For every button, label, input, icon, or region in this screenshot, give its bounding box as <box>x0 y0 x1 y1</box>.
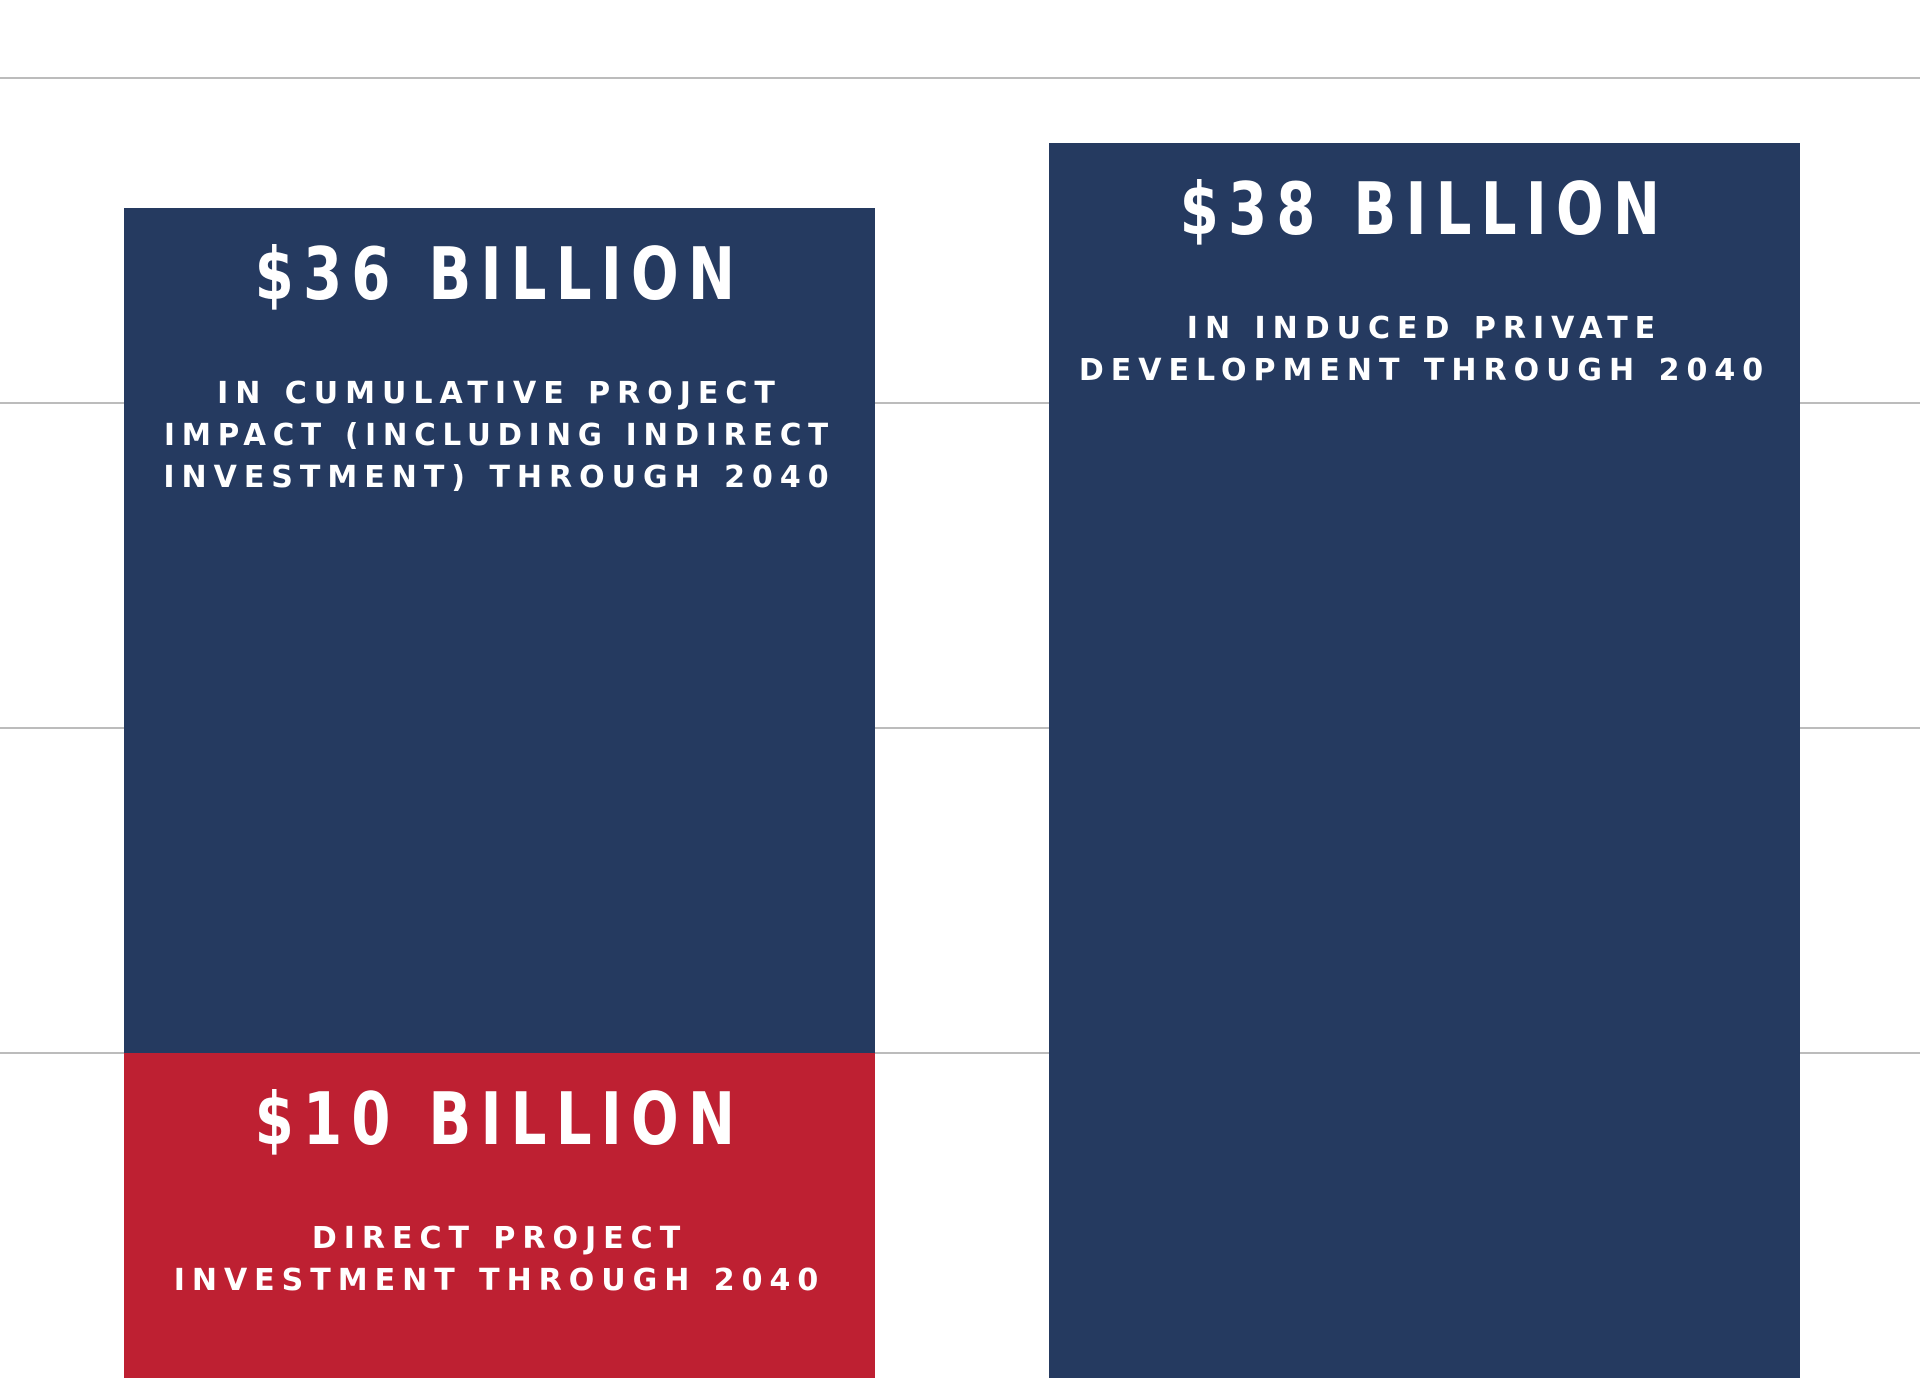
value-label-2-1: $38 BILLION <box>1180 167 1670 251</box>
desc-line-1-2-1: IN CUMULATIVE PROJECT <box>217 376 782 411</box>
desc-line-2-1-1: IN INDUCED PRIVATE <box>1187 311 1662 346</box>
bar-1-segment-1 <box>124 1053 875 1378</box>
desc-line-1-2-3: INVESTMENT) THROUGH 2040 <box>163 460 835 495</box>
bar-1-segment-2 <box>124 208 875 1053</box>
bars <box>124 143 1800 1378</box>
desc-line-1-1-2: INVESTMENT THROUGH 2040 <box>174 1263 826 1298</box>
desc-line-1-2-2: IMPACT (INCLUDING INDIRECT <box>164 418 835 453</box>
value-label-1-1: $10 BILLION <box>255 1077 745 1161</box>
bar-2-segment-1 <box>1049 143 1800 1378</box>
value-label-1-2: $36 BILLION <box>255 232 745 316</box>
desc-line-2-1-2: DEVELOPMENT THROUGH 2040 <box>1079 353 1770 388</box>
bar-labels: $10 BILLION DIRECT PROJECT INVESTMENT THRO… <box>163 167 1770 1298</box>
desc-line-1-1-1: DIRECT PROJECT <box>312 1221 687 1256</box>
